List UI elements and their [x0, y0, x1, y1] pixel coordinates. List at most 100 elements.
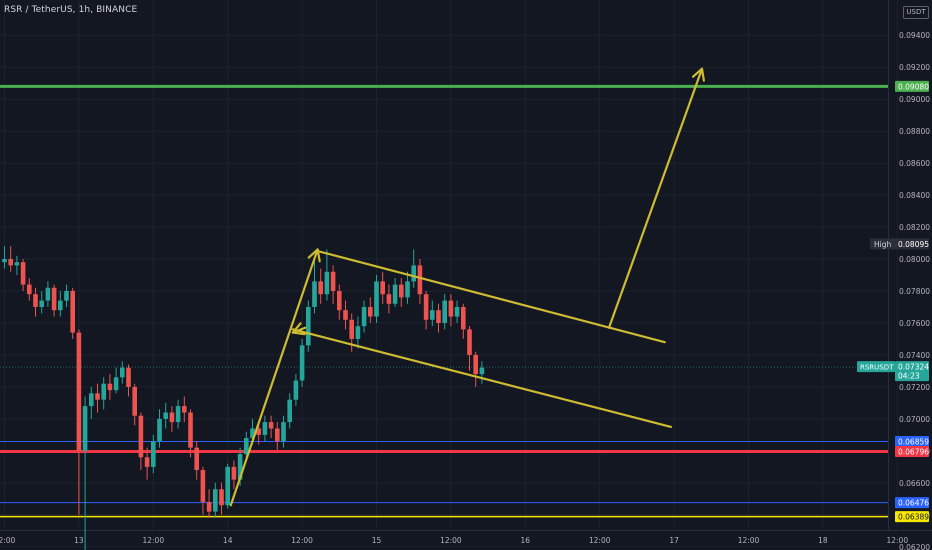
candle-body — [14, 262, 20, 266]
candle — [182, 396, 187, 423]
candle-body — [200, 470, 206, 503]
candle — [448, 294, 454, 327]
candle-body — [318, 281, 323, 295]
candle-body — [76, 332, 82, 451]
candle-body — [101, 383, 106, 400]
currency-unit-label[interactable]: USDT — [903, 6, 929, 19]
candle — [473, 351, 478, 387]
candle — [194, 441, 199, 480]
level-price-tag: 0.06389 — [898, 513, 929, 522]
high-text: High — [874, 240, 891, 249]
time-tick-label: 16 — [521, 536, 531, 545]
current-price-tag-bg — [895, 361, 929, 382]
candle — [14, 255, 20, 275]
candle-body — [250, 428, 255, 439]
candle — [355, 316, 361, 349]
candle — [417, 259, 423, 304]
candle — [461, 303, 466, 339]
candle-body — [27, 284, 32, 295]
candle — [20, 259, 26, 291]
candle — [411, 249, 416, 288]
candle — [101, 377, 106, 410]
candle-body — [374, 281, 379, 317]
candle-body — [95, 393, 100, 400]
candle-body — [182, 406, 187, 413]
chart-title: RSR / TetherUS, 1h, BINANCE — [4, 5, 138, 15]
candle — [219, 482, 224, 515]
candle — [244, 431, 249, 461]
candle-body — [175, 406, 181, 423]
symbol-tag: RSRUSDT — [860, 364, 894, 372]
candle — [430, 300, 435, 327]
candle — [330, 265, 336, 304]
candle-body — [256, 428, 261, 435]
candle — [386, 284, 392, 314]
candle-body — [39, 300, 44, 307]
candle-body — [306, 306, 311, 346]
candle — [120, 361, 125, 384]
candle-body — [169, 412, 175, 423]
candle-body — [467, 329, 472, 355]
time-tick-label: 14 — [223, 536, 233, 545]
price-tick-label: 0.08800 — [899, 127, 930, 136]
candle — [175, 399, 181, 429]
channel-line — [291, 328, 673, 428]
candle — [262, 415, 268, 442]
candle-body — [454, 306, 460, 317]
candle-body — [231, 466, 237, 480]
candle — [268, 415, 274, 439]
candle-body — [461, 306, 466, 330]
level-price-tag: 0.06476 — [898, 499, 929, 508]
price-tick-label: 0.07600 — [899, 319, 930, 328]
candle-body — [163, 412, 168, 419]
candle-body — [188, 412, 193, 448]
high-tag-bg — [870, 238, 929, 250]
candle — [157, 409, 162, 448]
candle — [138, 412, 144, 471]
time-tick-label: 13 — [74, 536, 84, 545]
channel-line — [316, 249, 666, 344]
time-tick-label: 12:00 — [440, 536, 462, 545]
level-price-tag-bg — [895, 446, 929, 458]
price-tick-label: 0.09400 — [899, 31, 930, 40]
candle-body — [281, 422, 286, 442]
candle-body — [436, 310, 441, 323]
price-tick-label: 0.07400 — [899, 351, 930, 360]
candle — [206, 489, 212, 519]
candle-body — [237, 454, 243, 480]
candle-body — [361, 306, 367, 327]
level-price-tag: 0.09080 — [898, 82, 929, 91]
trend-arrow — [229, 248, 319, 507]
candle-body — [349, 319, 354, 339]
candle-body — [399, 284, 404, 298]
candle-body — [151, 441, 156, 467]
candle — [306, 300, 311, 352]
candle-body — [113, 377, 119, 391]
time-tick-label: 17 — [669, 536, 679, 545]
time-tick-label: 12:00 — [291, 536, 313, 545]
candle-countdown: 04:23 — [898, 372, 920, 381]
candle-body — [355, 326, 361, 339]
candle — [144, 447, 150, 480]
candle — [293, 374, 299, 407]
candle — [132, 383, 137, 426]
candle — [107, 374, 113, 400]
candle-body — [132, 386, 137, 416]
price-tick-label: 0.09000 — [899, 95, 930, 104]
candle-body — [33, 294, 38, 307]
price-tick-label: 0.08200 — [899, 223, 930, 232]
candle — [312, 259, 317, 314]
candle — [33, 287, 38, 317]
high-value: 0.08095 — [898, 240, 929, 249]
price-tick-label: 0.09200 — [899, 63, 930, 72]
candle — [151, 434, 156, 474]
price-tick-label: 0.06200 — [899, 543, 930, 550]
candle-body — [380, 281, 385, 295]
candle-body — [312, 281, 317, 307]
time-tick-label: 18 — [818, 536, 828, 545]
candle-body — [442, 300, 447, 323]
price-tick-label: 0.08000 — [899, 255, 930, 264]
